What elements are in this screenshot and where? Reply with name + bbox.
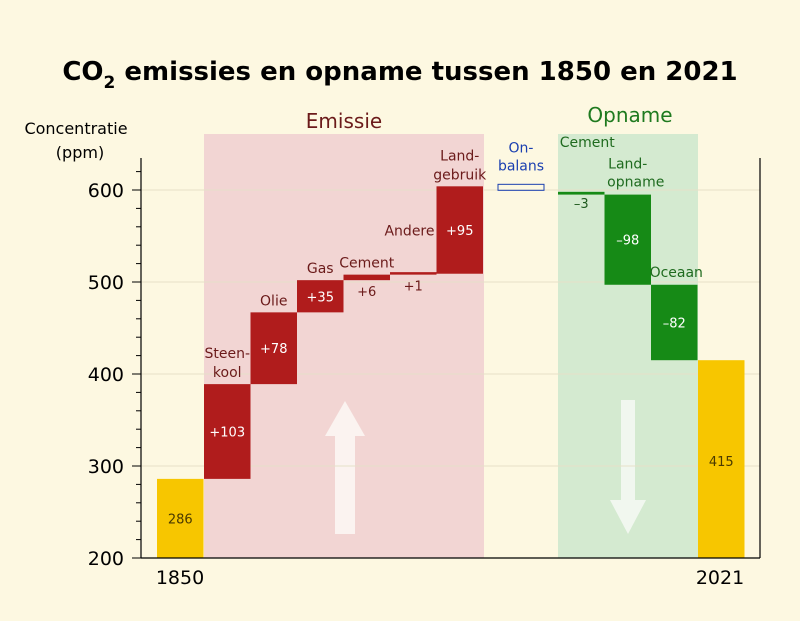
bar-emission-value-label-0: +103 [209,426,245,441]
y-tick-label-600: 600 [88,180,124,202]
bar-emission-category-5-line2: gebruik [433,167,487,183]
bar-emission-3 [343,274,390,281]
x-tick-label-2021: 2021 [696,567,744,589]
bar-uptake-value-label-2: –82 [663,316,686,331]
title-co: CO [62,57,103,87]
title-rest: emissies en opname tussen 1850 en 2021 [115,57,737,87]
uptake-region-label: Opname [587,103,672,127]
chart-title: CO2 emissies en opname tussen 1850 en 20… [62,57,737,93]
bar-uptake-category-1-line1: Land- [608,157,647,173]
bar-emission-value-label-2: +35 [307,290,334,305]
bar-emission-value-label-1: +78 [260,342,287,357]
bar-emission-category-4: Andere [384,224,434,240]
bar-end-value-label: 415 [709,455,734,470]
up-arrow-icon [325,401,365,534]
y-axis-title-line1: Concentratie [24,119,127,138]
bar-emission-category-3: Cement [339,256,395,272]
bar-emission-4 [390,272,437,275]
bar-start-value-label: 286 [168,512,193,527]
bar-start-1850 [157,478,204,558]
bar-emission-0 [204,384,251,479]
bar-emission-category-2: Gas [307,261,334,277]
down-arrow-icon [610,400,646,534]
bar-uptake-category-0: Cement [560,135,616,151]
bar-emission-category-0-line1: Steen- [204,346,250,362]
bar-emission-category-5-line1: Land- [440,148,479,164]
title-subscript: 2 [104,73,116,93]
y-axis-title-line2: (ppm) [56,143,104,162]
bar-uptake-2 [651,284,698,361]
bar-emission-value-label-5: +95 [446,224,473,239]
bar-uptake-0 [558,191,605,195]
bar-emission-2 [297,280,344,313]
bar-end-2021 [698,360,745,558]
bar-uptake-value-label-0: –3 [574,197,589,212]
imbalance-label-line1: On- [509,140,534,156]
y-tick-label-500: 500 [88,272,124,294]
bar-emission-category-0-line2: kool [213,365,242,381]
bar-uptake-category-2: Oceaan [650,265,703,281]
y-tick-label-300: 300 [88,456,124,478]
bar-uptake-1 [604,194,651,285]
bar-emission-category-1: Olie [260,293,287,309]
y-tick-label-400: 400 [88,364,124,386]
bars [157,183,745,558]
bar-emission-1 [250,312,297,385]
bar-uptake-value-label-1: –98 [616,234,639,249]
bar-emission-value-label-4: +1 [404,280,423,295]
bar-uptake-category-1-line2: opname [607,175,664,191]
emission-region-label: Emissie [306,109,382,133]
labels: 286 +103 Steen-kool +78 Olie +35 Gas +6 Cement +1… [168,135,734,528]
y-tick-label-200: 200 [88,548,124,570]
x-tick-label-1850: 1850 [156,567,204,589]
imbalance-label-line2: balans [498,158,544,174]
bar-emission-5 [436,186,483,274]
bar-imbalance [497,183,545,191]
y-ticks: 200 300 400 500 600 [88,171,141,570]
bar-emission-value-label-3: +6 [357,285,376,300]
